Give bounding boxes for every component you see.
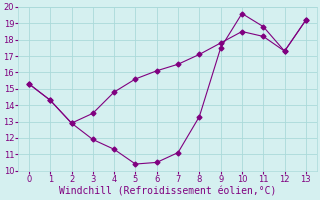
X-axis label: Windchill (Refroidissement éolien,°C): Windchill (Refroidissement éolien,°C): [59, 187, 276, 197]
